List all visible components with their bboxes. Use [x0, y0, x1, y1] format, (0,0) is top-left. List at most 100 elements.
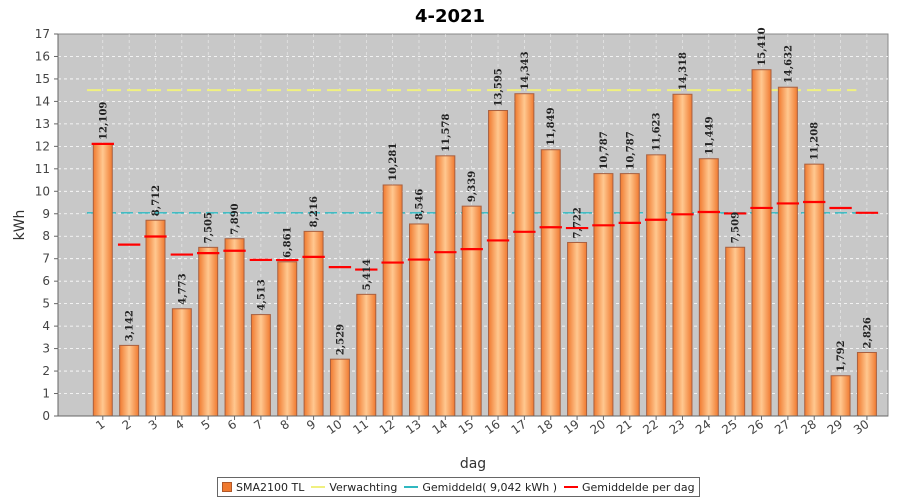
chart: 4-2021 12,109 3,142 8,712 4,773 7,505 7,890 4,…	[12, 6, 889, 472]
legend-item-production: SMA2100 TL	[222, 481, 304, 494]
x-tick-label: 21	[614, 417, 635, 437]
bar	[461, 205, 482, 417]
bar	[382, 184, 403, 417]
data-label: 4,773	[177, 273, 188, 304]
y-tick-label: 13	[35, 117, 50, 131]
bar	[435, 155, 456, 417]
bar	[92, 143, 113, 417]
bar	[593, 173, 614, 417]
x-tick-label: 5	[199, 417, 213, 433]
data-label: 2,529	[335, 324, 346, 355]
x-tick-label: 23	[667, 417, 688, 437]
data-label: 7,509	[731, 212, 742, 243]
x-tick-label: 27	[772, 417, 793, 437]
x-tick-label: 26	[746, 417, 767, 437]
data-label: 3,142	[125, 310, 136, 341]
data-label: 11,849	[546, 107, 557, 145]
x-axis-label: dag	[460, 456, 486, 472]
running-average-marks	[91, 142, 879, 271]
legend-item-running-average: Gemiddelde per dag	[564, 481, 695, 494]
bar	[171, 308, 192, 417]
bar	[830, 375, 851, 417]
legend: SMA2100 TL Verwachting Gemiddeld( 9,042 …	[217, 477, 700, 497]
bar	[514, 93, 535, 417]
x-tick-label: 29	[825, 417, 846, 437]
x-tick-label: 10	[324, 417, 345, 437]
bar	[356, 293, 377, 417]
y-tick-label: 16	[35, 49, 50, 63]
y-tick-label: 4	[42, 319, 50, 333]
bar	[408, 223, 429, 417]
data-label: 8,546	[414, 189, 425, 220]
data-label: 4,513	[256, 279, 267, 310]
legend-swatch-expectation	[311, 486, 326, 488]
data-label: 5,414	[362, 259, 373, 290]
bar	[698, 158, 719, 417]
y-axis-label: kWh	[12, 210, 28, 241]
y-tick-label: 17	[35, 27, 50, 41]
data-label: 8,216	[309, 196, 320, 227]
bar	[856, 351, 877, 417]
x-tick-label: 9	[304, 417, 318, 433]
bar	[751, 69, 772, 417]
bar	[198, 246, 219, 417]
data-label: 11,449	[704, 116, 715, 154]
legend-label-running-average: Gemiddelde per dag	[582, 480, 695, 494]
bar	[488, 110, 509, 417]
y-tick-label: 3	[42, 342, 50, 356]
x-tick-label: 19	[561, 417, 582, 437]
bar	[725, 246, 746, 417]
y-tick-label: 14	[35, 94, 50, 108]
y-tick-label: 0	[42, 409, 50, 423]
data-label: 11,623	[652, 113, 663, 151]
x-tick-label: 14	[430, 417, 451, 437]
legend-swatch-running-average	[564, 486, 579, 488]
legend-label-expectation: Verwachting	[329, 480, 398, 494]
x-tick-label: 3	[146, 417, 160, 433]
data-label: 10,787	[625, 131, 636, 169]
x-tick-label: 13	[403, 417, 424, 437]
legend-label-production: SMA2100 TL	[236, 480, 305, 494]
x-tick-label: 15	[456, 417, 477, 437]
data-label: 13,595	[494, 68, 505, 106]
y-tick-label: 5	[42, 297, 50, 311]
y-tick-label: 6	[42, 274, 50, 288]
legend-swatch-bar	[222, 482, 232, 492]
y-tick-label: 2	[42, 364, 50, 378]
x-tick-label: 20	[588, 417, 609, 437]
y-tick-label: 10	[35, 184, 50, 198]
data-label: 10,281	[388, 143, 399, 181]
y-tick-label: 8	[42, 229, 50, 243]
x-tick-label: 2	[120, 417, 134, 433]
data-label: 6,861	[283, 227, 294, 258]
y-tick-label: 12	[35, 139, 50, 153]
data-label: 8,712	[151, 185, 162, 216]
data-label: 14,343	[520, 51, 531, 89]
data-label: 7,722	[573, 207, 584, 238]
x-tick-label: 6	[225, 417, 239, 433]
y-tick-label: 11	[35, 162, 50, 176]
bar	[777, 86, 798, 417]
data-label: 7,890	[230, 203, 241, 234]
x-tick-label: 8	[278, 417, 292, 433]
y-tick-label: 9	[42, 207, 50, 221]
data-label: 9,339	[467, 171, 478, 202]
x-tick-label: 12	[377, 417, 398, 437]
x-tick-label: 4	[172, 417, 186, 433]
data-label: 15,410	[757, 27, 768, 65]
bar	[277, 261, 298, 417]
bar	[224, 238, 245, 417]
legend-item-average: Gemiddeld( 9,042 kWh )	[404, 481, 557, 494]
bars	[92, 69, 877, 417]
x-tick-label: 18	[535, 417, 556, 437]
x-tick-label: 25	[719, 417, 740, 437]
x-tick-label: 17	[509, 417, 530, 437]
data-label: 11,208	[810, 122, 821, 160]
bar	[329, 358, 350, 417]
bar	[119, 344, 140, 417]
y-tick-label: 7	[42, 252, 50, 266]
data-labels: 12,109 3,142 8,712 4,773 7,505 7,890 4,513 6,86…	[98, 27, 873, 371]
x-axis: 1 2 3 4 5 6 7 8 9 10 11 12 13 14 15 16 17 18 19 20 21 22 23 24 2…	[58, 415, 888, 437]
bar	[619, 173, 640, 417]
